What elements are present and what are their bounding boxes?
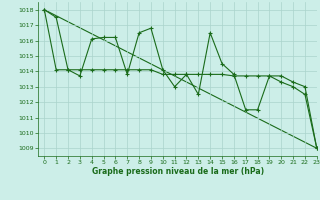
X-axis label: Graphe pression niveau de la mer (hPa): Graphe pression niveau de la mer (hPa)	[92, 167, 264, 176]
